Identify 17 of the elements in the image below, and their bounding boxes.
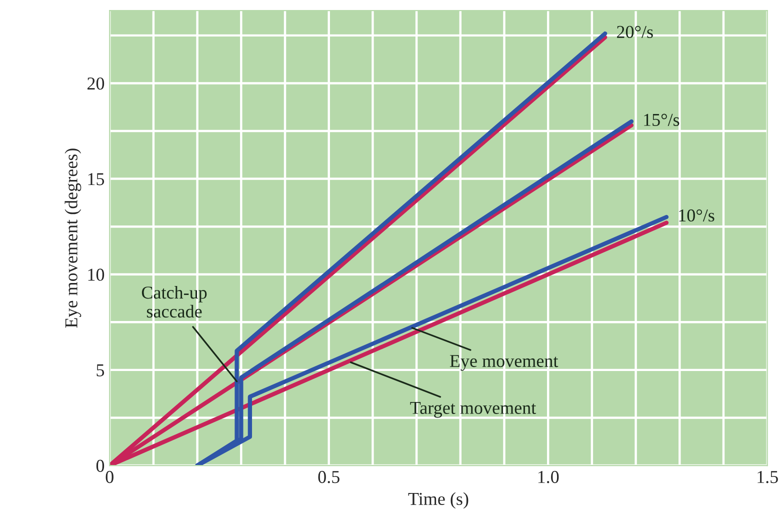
y-tick-label: 5 xyxy=(96,364,104,376)
annotation: 10°/s xyxy=(679,209,714,222)
annotation: 20°/s xyxy=(617,26,653,38)
annotation: 15°/s xyxy=(644,114,680,126)
annotation: Target movement xyxy=(410,402,536,418)
x-tick-label: 1.0 xyxy=(538,470,559,484)
y-tick-label: 15 xyxy=(88,173,104,186)
y-tick-label: 10 xyxy=(88,268,104,281)
y-tick-label: 0 xyxy=(96,460,104,472)
x-axis-title: Time (s) xyxy=(408,492,468,509)
x-tick-label: 0.5 xyxy=(318,470,340,484)
x-tick-label: 1.5 xyxy=(758,470,778,484)
annotation: Eye movement xyxy=(450,355,558,371)
y-axis-title: Eye movement (degrees) xyxy=(64,148,82,328)
annotation: Catch-up saccade xyxy=(142,286,207,318)
x-tick-label: 0 xyxy=(106,470,114,484)
y-tick-label: 20 xyxy=(87,77,104,90)
